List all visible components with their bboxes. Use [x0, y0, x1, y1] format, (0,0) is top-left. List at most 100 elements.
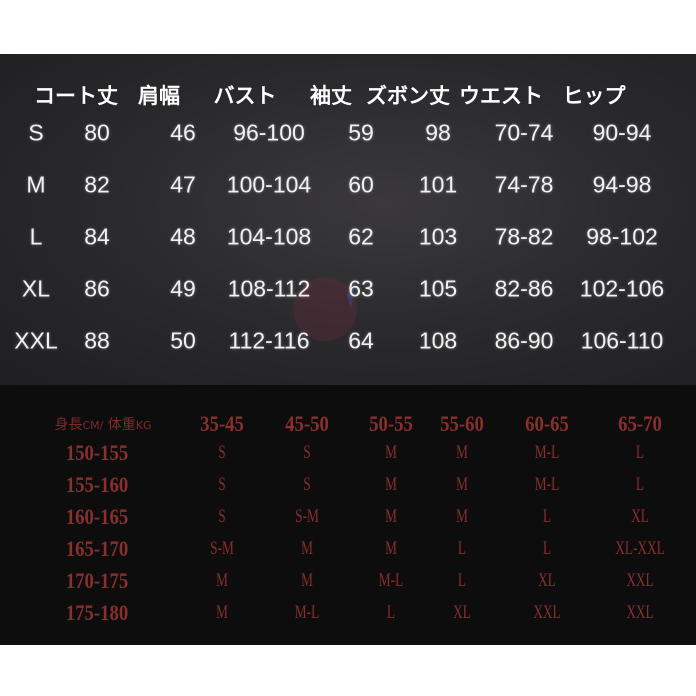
recommended-size: M — [456, 474, 468, 495]
measurement-table: コート丈 肩幅 バスト 袖丈 ズボン丈 ウエスト ヒップ S 80 46 96-100 59 98 70-… — [0, 54, 696, 385]
recommended-size: M — [301, 538, 313, 559]
recommended-size: M — [385, 442, 397, 463]
column-header: ウエスト — [459, 84, 543, 108]
recommended-size: S — [303, 442, 311, 463]
measurement-cell: 78-82 — [494, 223, 554, 250]
size-label: M — [26, 171, 46, 198]
weight-header: 55-60 — [440, 411, 484, 436]
measurement-cell: 80 — [84, 119, 110, 146]
size-guide-corner-label: 身長CM/ 体重KG — [54, 414, 151, 434]
recommended-size: M — [456, 506, 468, 527]
measurement-cell: 60 — [348, 171, 374, 198]
measurement-cell: 101 — [418, 171, 458, 198]
column-header: ヒップ — [562, 84, 626, 108]
recommended-size: M — [385, 538, 397, 559]
recommended-size: M-L — [534, 474, 560, 495]
recommended-size: M — [385, 506, 397, 527]
measurement-cell: 49 — [170, 275, 196, 302]
measurement-cell: 82-86 — [494, 275, 554, 302]
measurement-cell: 46 — [170, 119, 196, 146]
measurement-cell: 106-110 — [580, 327, 664, 354]
column-header: 袖丈 — [310, 84, 352, 108]
weight-header: 45-50 — [285, 411, 329, 436]
measurement-cell: 108-112 — [227, 275, 311, 302]
measurement-cell: 88 — [84, 327, 110, 354]
recommended-size: XL — [538, 570, 556, 591]
weight-unit: KG — [135, 419, 152, 432]
recommended-size: M-L — [534, 442, 560, 463]
measurement-cell: 63 — [348, 275, 374, 302]
watermark-logo-icon — [293, 269, 357, 341]
recommended-size: S — [303, 474, 311, 495]
measurement-cell: 98 — [425, 119, 451, 146]
height-range: 170-175 — [65, 568, 129, 593]
recommended-size: S — [218, 474, 226, 495]
measurement-cell: 102-106 — [579, 275, 665, 302]
weight-header: 65-70 — [618, 411, 662, 436]
column-header: ズボン丈 — [366, 84, 450, 108]
recommended-size: XXL — [626, 602, 654, 623]
height-range: 150-155 — [65, 440, 129, 465]
recommended-size: S-M — [210, 538, 234, 559]
recommended-size: S-M — [295, 506, 319, 527]
recommended-size: S — [218, 506, 226, 527]
measurement-cell: 104-108 — [226, 223, 312, 250]
recommended-size: M — [216, 602, 228, 623]
measurement-cell: 74-78 — [494, 171, 554, 198]
recommended-size: L — [542, 538, 552, 559]
measurement-cell: 62 — [348, 223, 374, 250]
measurement-cell: 50 — [170, 327, 196, 354]
recommended-size: M — [456, 442, 468, 463]
height-unit: CM/ — [82, 419, 104, 432]
recommended-size: L — [386, 602, 396, 623]
recommended-size: M-L — [294, 602, 320, 623]
size-label: L — [29, 223, 43, 250]
recommended-size: M — [385, 474, 397, 495]
height-range: 175-180 — [65, 600, 129, 625]
weight-header: 50-55 — [369, 411, 413, 436]
measurement-cell: 96-100 — [233, 119, 305, 146]
height-label: 身長 — [54, 417, 83, 433]
recommended-size: XL-XXL — [615, 538, 665, 559]
recommended-size: L — [457, 538, 467, 559]
recommended-size: XXL — [626, 570, 654, 591]
recommended-size: XL — [453, 602, 471, 623]
column-header: コート丈 — [34, 84, 118, 108]
height-range: 165-170 — [65, 536, 129, 561]
measurement-cell: 86-90 — [494, 327, 554, 354]
recommended-size: M-L — [378, 570, 404, 591]
measurement-cell: 105 — [418, 275, 458, 302]
measurement-cell: 90-94 — [592, 119, 652, 146]
measurement-cell: 98-102 — [586, 223, 658, 250]
measurement-cell: 100-104 — [226, 171, 312, 198]
measurement-cell: 112-116 — [228, 327, 310, 354]
size-guide-table: 身長CM/ 体重KG 35-45 45-50 50-55 55-60 60-65 65-7… — [0, 385, 696, 645]
recommended-size: XXL — [533, 602, 561, 623]
measurement-cell: 70-74 — [494, 119, 554, 146]
column-header: バスト — [213, 84, 277, 108]
recommended-size: M — [301, 570, 313, 591]
recommended-size: L — [635, 474, 645, 495]
size-label: XL — [21, 275, 51, 302]
measurement-cell: 64 — [348, 327, 374, 354]
measurement-cell: 103 — [418, 223, 458, 250]
measurement-cell: 94-98 — [592, 171, 652, 198]
column-header: 肩幅 — [138, 84, 180, 108]
recommended-size: L — [635, 442, 645, 463]
measurement-cell: 84 — [84, 223, 110, 250]
recommended-size: L — [542, 506, 552, 527]
weight-header: 35-45 — [200, 411, 244, 436]
size-label: XXL — [14, 327, 58, 354]
recommended-size: XL — [631, 506, 649, 527]
measurement-cell: 48 — [170, 223, 196, 250]
weight-label: 体重 — [107, 417, 136, 433]
recommended-size: M — [216, 570, 228, 591]
measurement-cell: 47 — [170, 171, 196, 198]
height-range: 155-160 — [65, 472, 129, 497]
measurement-cell: 82 — [84, 171, 110, 198]
height-range: 160-165 — [65, 504, 129, 529]
size-label: S — [28, 119, 44, 146]
measurement-cell: 108 — [418, 327, 458, 354]
recommended-size: S — [218, 442, 226, 463]
recommended-size: L — [457, 570, 467, 591]
